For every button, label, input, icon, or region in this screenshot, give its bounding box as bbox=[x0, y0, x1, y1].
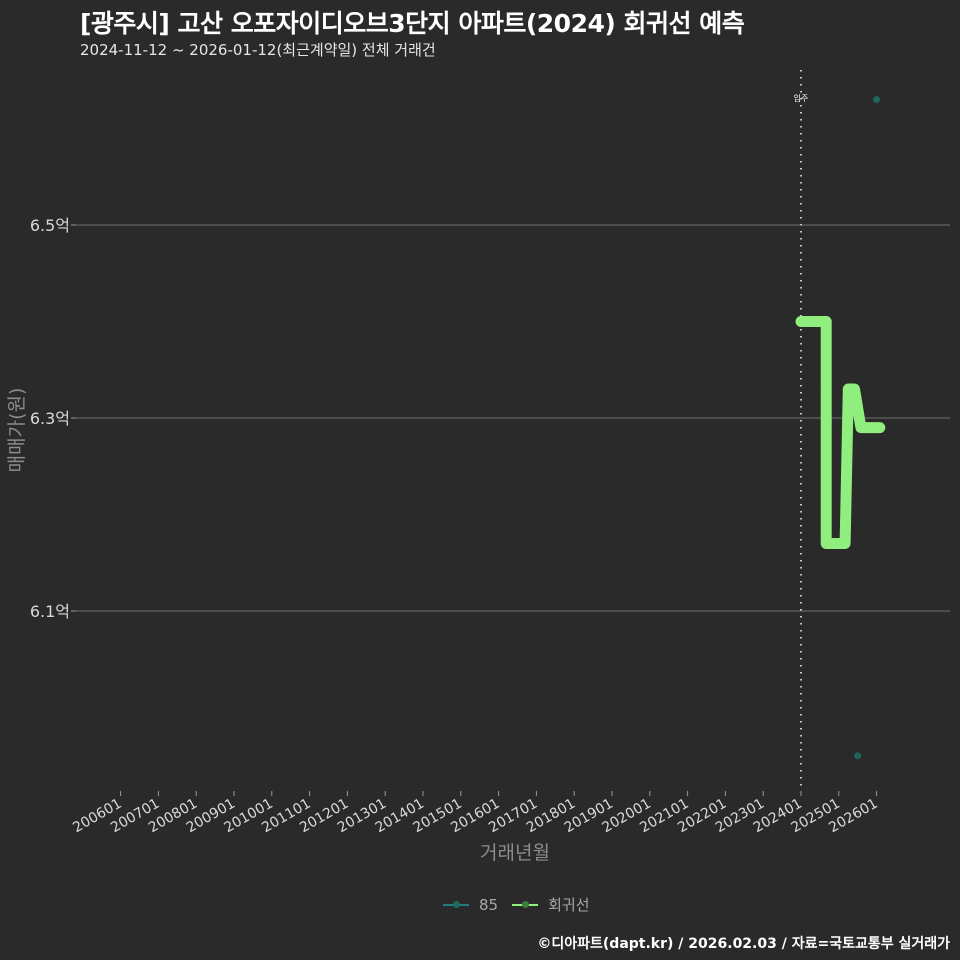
chart-title: [광주시] 고산 오포자이디오브3단지 아파트(2024) 회귀선 예측 bbox=[80, 9, 745, 38]
legend-item-85[interactable]: 85 bbox=[443, 896, 498, 914]
footer-credit: ©디아파트(dapt.kr) / 2026.02.03 / 자료=국토교통부 실… bbox=[537, 936, 950, 952]
legend-label: 85 bbox=[479, 895, 499, 914]
svg-text:6.3억: 6.3억 bbox=[30, 409, 70, 428]
regression-line bbox=[795, 316, 886, 549]
y-axis-ticks: 6.5억 6.3억 6.1억 bbox=[30, 216, 76, 621]
x-axis-label: 거래년월 bbox=[480, 842, 550, 864]
y-gridlines bbox=[76, 224, 950, 612]
legend-item-regression[interactable]: 회귀선 bbox=[512, 894, 590, 915]
svg-text:입주: 입주 bbox=[794, 94, 809, 103]
y-axis-label: 매매가(원) bbox=[6, 387, 28, 473]
legend-swatch-icon bbox=[443, 900, 469, 908]
legend-swatch-icon bbox=[512, 900, 539, 908]
legend: 85 회귀선 bbox=[443, 894, 604, 915]
legend-label: 회귀선 bbox=[548, 896, 590, 914]
move-in-vertical-line: 입주 bbox=[794, 70, 809, 790]
x-axis-ticks: 2006012007012008012009012010012011012012… bbox=[70, 791, 881, 836]
svg-text:6.1억: 6.1억 bbox=[30, 602, 70, 621]
chart-subtitle: 2024-11-12 ~ 2026-01-12(최근계약일) 전체 거래건 bbox=[80, 41, 436, 59]
svg-text:6.5억: 6.5억 bbox=[30, 216, 70, 235]
